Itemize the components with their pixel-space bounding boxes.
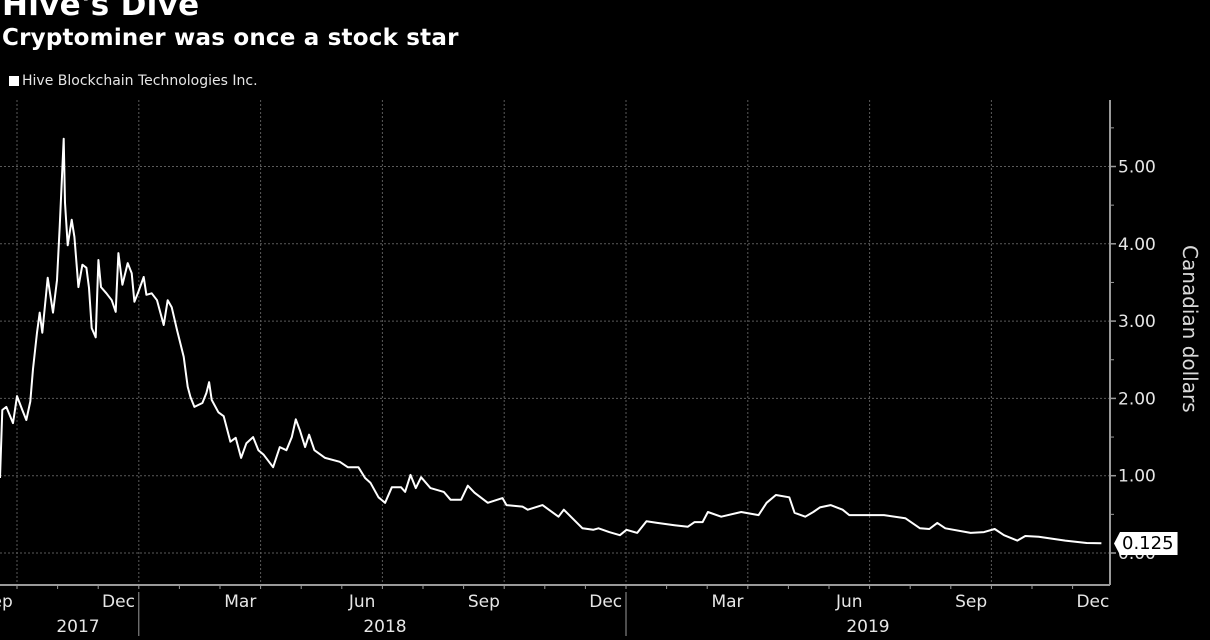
price-line xyxy=(0,137,1102,545)
x-tick-label: Sep xyxy=(468,592,500,612)
last-value-label: 0.125 xyxy=(1114,532,1178,555)
gridlines xyxy=(0,100,1110,585)
x-tick-label: Jun xyxy=(348,592,376,612)
y-tick-label: 4.00 xyxy=(1118,235,1156,255)
y-tick-label: 2.00 xyxy=(1118,389,1156,409)
legend-label: Hive Blockchain Technologies Inc. xyxy=(22,73,258,89)
x-tick-label: Sep xyxy=(955,592,987,612)
legend: Hive Blockchain Technologies Inc. xyxy=(9,73,258,89)
x-tick-label: Sep xyxy=(0,592,13,612)
x-tick-label: Dec xyxy=(589,592,622,612)
chart-title: Hive's Dive xyxy=(2,0,200,23)
chart-subtitle: Cryptominer was once a stock star xyxy=(2,25,459,51)
year-label: 2019 xyxy=(846,617,889,637)
y-tick-label: 5.00 xyxy=(1118,158,1156,178)
y-axis-label: Canadian dollars xyxy=(1178,245,1202,413)
y-tick-label: 3.00 xyxy=(1118,312,1156,332)
x-tick-label: Jun xyxy=(835,592,863,612)
year-label: 2017 xyxy=(56,617,99,637)
axes xyxy=(0,100,1116,636)
y-tick-label: 1.00 xyxy=(1118,467,1156,487)
square-swatch-icon xyxy=(9,76,19,86)
axis-labels: 0.001.002.003.004.005.00SepDecMarJunSepD… xyxy=(0,158,1156,638)
x-tick-label: Mar xyxy=(711,592,743,612)
x-tick-label: Dec xyxy=(1076,592,1109,612)
x-tick-label: Mar xyxy=(224,592,256,612)
x-tick-label: Dec xyxy=(102,592,135,612)
year-label: 2018 xyxy=(363,617,406,637)
